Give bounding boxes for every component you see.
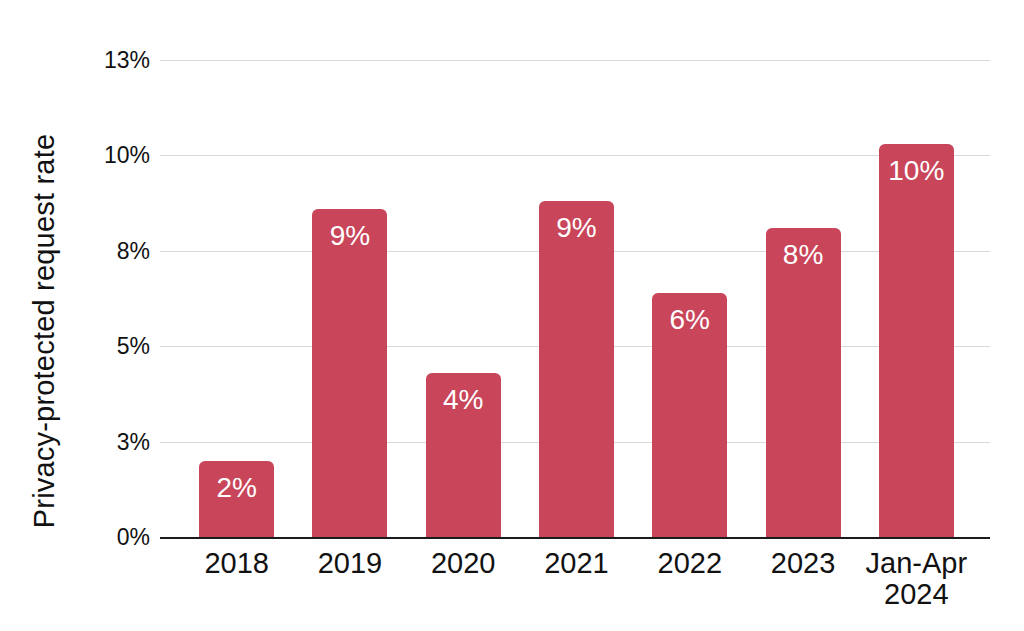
y-tick-label: 0% (0, 524, 150, 551)
x-tick-label: 2018 (180, 548, 293, 611)
bar-slot: 9% (293, 60, 406, 537)
bar-2023: 8% (766, 228, 841, 537)
bar-value-label: 2% (199, 473, 274, 504)
bar-value-label: 10% (879, 156, 954, 187)
bar-slot: 8% (746, 60, 859, 537)
x-tick-label: 2021 (520, 548, 633, 611)
y-tick-label: 5% (0, 333, 150, 360)
bar-2020: 4% (426, 373, 501, 537)
bar-chart: Privacy-protected request rate 2% 9% 4% 9% 6… (0, 0, 1024, 631)
bar-value-label: 8% (766, 240, 841, 271)
y-axis-title: Privacy-protected request rate (28, 134, 61, 528)
plot-area: 2% 9% 4% 9% 6% 8% 10% (160, 60, 990, 539)
x-tick-label: 2022 (633, 548, 746, 611)
bar-slot: 10% (860, 60, 973, 537)
bar-2018: 2% (199, 461, 274, 537)
bar-slot: 9% (520, 60, 633, 537)
y-tick-label: 13% (0, 47, 150, 74)
bar-Jan-Apr 2024: 10% (879, 144, 954, 537)
x-tick-label: 2023 (746, 548, 859, 611)
bar-value-label: 9% (539, 213, 614, 244)
bar-2019: 9% (312, 209, 387, 537)
bar-2021: 9% (539, 201, 614, 537)
bars-container: 2% 9% 4% 9% 6% 8% 10% (180, 60, 973, 537)
y-tick-label: 10% (0, 142, 150, 169)
x-tick-label: 2020 (407, 548, 520, 611)
bar-value-label: 6% (652, 305, 727, 336)
x-tick-label: 2019 (293, 548, 406, 611)
x-axis-tick-labels: 201820192020202120222023Jan-Apr 2024 (180, 548, 973, 611)
bar-slot: 6% (633, 60, 746, 537)
bar-2022: 6% (652, 293, 727, 537)
bar-value-label: 9% (312, 221, 387, 252)
bar-slot: 2% (180, 60, 293, 537)
bar-slot: 4% (407, 60, 520, 537)
bar-value-label: 4% (426, 385, 501, 416)
y-tick-label: 8% (0, 237, 150, 264)
x-tick-label: Jan-Apr 2024 (860, 548, 973, 611)
y-tick-label: 3% (0, 428, 150, 455)
